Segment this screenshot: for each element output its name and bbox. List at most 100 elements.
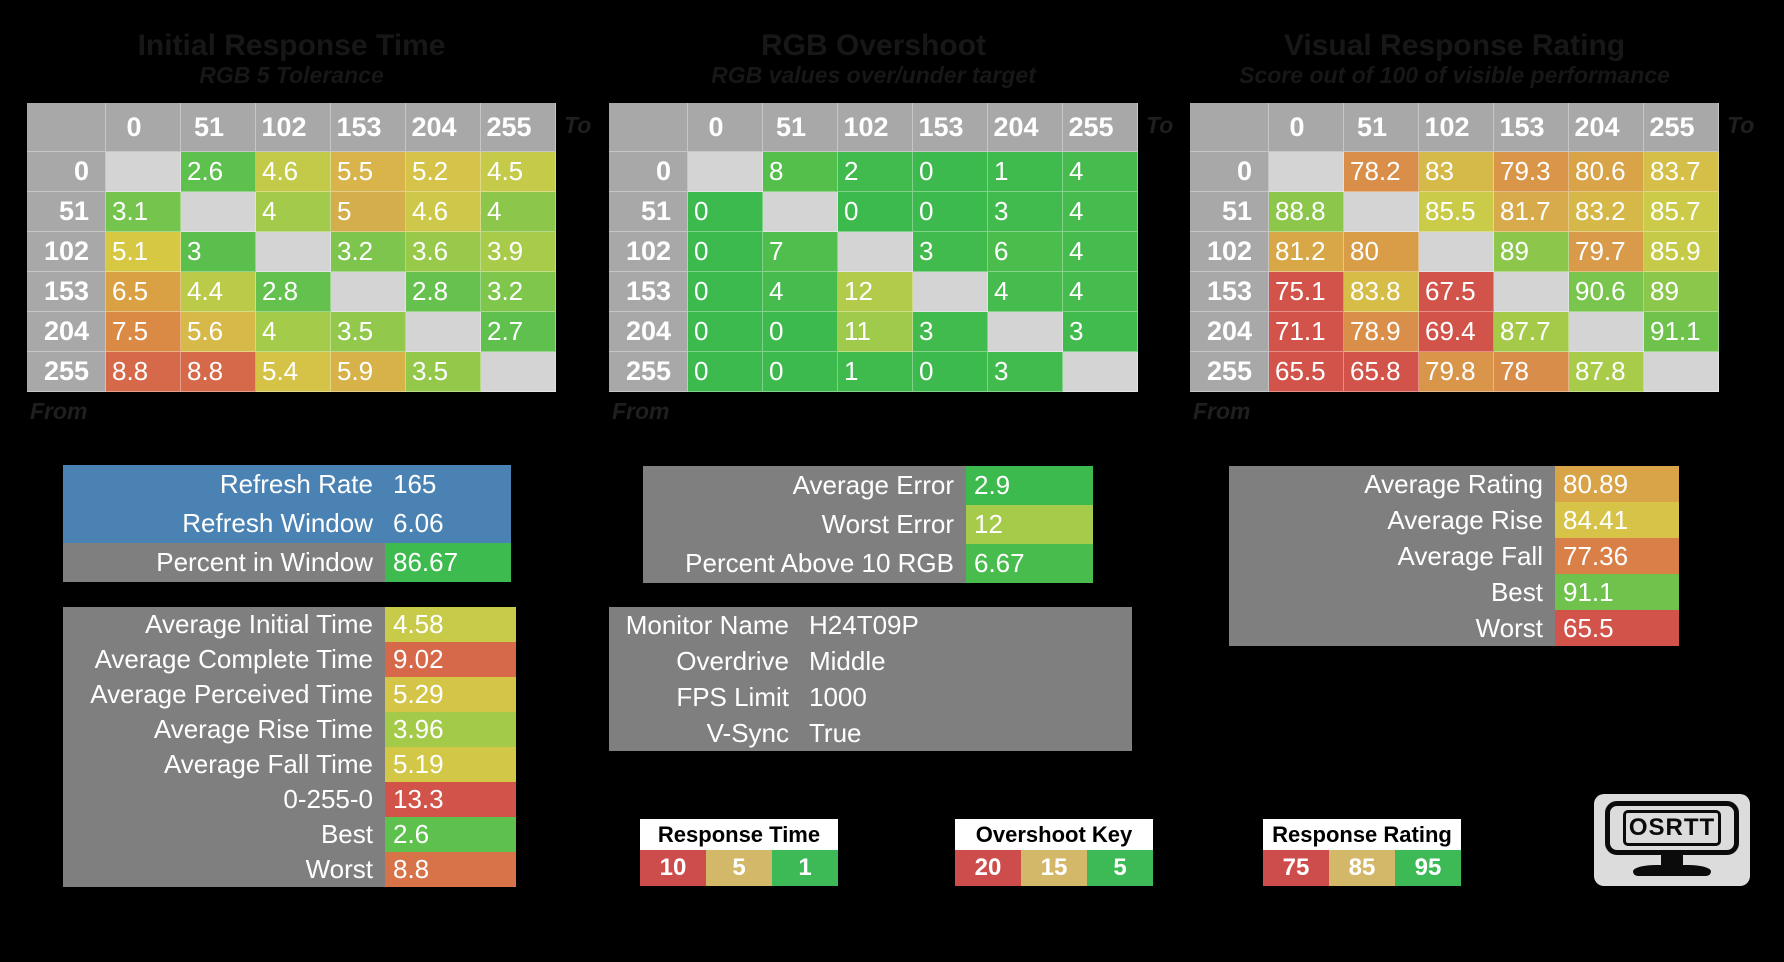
heatmap-cell: 87.8 [1569, 352, 1644, 392]
heatmap-cell: 85.5 [1419, 192, 1494, 232]
stat-label: Worst [1229, 610, 1555, 646]
heatmap-row-header: 255 [1190, 352, 1269, 392]
heatmap-cell: 0 [763, 352, 838, 392]
overshoot-key: Overshoot Key 20 15 5 [955, 819, 1153, 886]
heatmap-cell: 4.4 [181, 272, 256, 312]
stat-value: 4.58 [385, 607, 516, 642]
heatmap-cell: 78 [1494, 352, 1569, 392]
heatmap-cell: 79.3 [1494, 152, 1569, 192]
heatmap-row-header: 102 [27, 232, 106, 272]
overshoot-error-stats-block: Average Error 2.9 Worst Error 12 Percent Abo… [643, 466, 1093, 583]
section-title-rgb-overshoot: RGB Overshoot [760, 29, 987, 62]
heatmap-col-header: 255 [481, 103, 556, 152]
heatmap-cell: 5.6 [181, 312, 256, 352]
heatmap-col-header: 102 [838, 103, 913, 152]
heatmap-col-header: 255 [1644, 103, 1719, 152]
heatmap-cell: 2 [838, 152, 913, 192]
rating-stats-block: Average Rating 80.89 Average Rise 84.41 Aver… [1229, 466, 1679, 646]
heatmap-cell-diagonal [181, 192, 256, 232]
heatmap-cell: 0 [688, 312, 763, 352]
stat-label: Worst [63, 852, 385, 887]
heatmap-cell: 4 [256, 312, 331, 352]
heatmap-cell: 69.4 [1419, 312, 1494, 352]
stat-label: Monitor Name [609, 607, 801, 643]
stat-label: Average Complete Time [63, 642, 385, 677]
heatmap-cell: 65.8 [1344, 352, 1419, 392]
heatmap-cell-diagonal [1494, 272, 1569, 312]
heatmap-cell-diagonal [838, 232, 913, 272]
stat-row: Overdrive Middle [609, 643, 1132, 679]
stat-row: Monitor Name H24T09P [609, 607, 1132, 643]
stat-row: Worst Error 12 [643, 505, 1093, 544]
heatmap-corner-cell [609, 103, 688, 152]
heatmap-cell: 0 [688, 232, 763, 272]
heatmap-cell-diagonal [406, 312, 481, 352]
heatmap-cell: 78.2 [1344, 152, 1419, 192]
monitor-icon-stand [1661, 855, 1683, 865]
stat-label: Worst Error [643, 505, 966, 544]
stat-value: 77.36 [1555, 538, 1679, 574]
heatmap-rgb-overshoot: 0 51 102 153 204 255 0 8 2 0 1 4 51 0 0 0 3 4 102 0 7 3 6 4 153 0… [609, 103, 1138, 392]
heatmap-col-header: 153 [1494, 103, 1569, 152]
stat-row: Average Rise 84.41 [1229, 502, 1679, 538]
stat-row: FPS Limit 1000 [609, 679, 1132, 715]
stat-row: Worst 65.5 [1229, 610, 1679, 646]
heatmap-cell-diagonal [481, 352, 556, 392]
heatmap-cell: 85.7 [1644, 192, 1719, 232]
response-rating-key: Response Rating Key758595 [1263, 819, 1461, 886]
stat-label: Best [63, 817, 385, 852]
heatmap-col-header: 0 [1269, 103, 1344, 152]
timing-stats-block: Average Initial Time 4.58 Average Complete… [63, 607, 516, 887]
heatmap-cell-diagonal [688, 152, 763, 192]
axis-from-label: From [30, 398, 88, 424]
stat-row: Average Complete Time 9.02 [63, 642, 516, 677]
heatmap-cell: 0 [913, 192, 988, 232]
stat-value: 12 [966, 505, 1093, 544]
heatmap-cell: 79.8 [1419, 352, 1494, 392]
stat-value: Middle [801, 643, 1132, 679]
heatmap-col-header: 0 [106, 103, 181, 152]
heatmap-cell: 5.1 [106, 232, 181, 272]
stat-label: Average Perceived Time [63, 677, 385, 712]
section-title-initial-response-time: Initial Response Time [137, 29, 446, 62]
stat-label: Average Error [643, 466, 966, 505]
stat-label: Best [1229, 574, 1555, 610]
stat-label: Average Rating [1229, 466, 1555, 502]
key-cells: 10 5 1 [640, 850, 838, 886]
stat-row: Average Fall Time 5.19 [63, 747, 516, 782]
heatmap-cell: 8.8 [181, 352, 256, 392]
heatmap-cell: 3 [988, 192, 1063, 232]
heatmap-cell-diagonal [988, 312, 1063, 352]
heatmap-cell: 83.2 [1569, 192, 1644, 232]
heatmap-row-header: 153 [1190, 272, 1269, 312]
heatmap-cell: 91.1 [1644, 312, 1719, 352]
heatmap-row-header: 51 [1190, 192, 1269, 232]
heatmap-cell: 4 [256, 192, 331, 232]
heatmap-cell: 2.6 [181, 152, 256, 192]
heatmap-cell: 85.9 [1644, 232, 1719, 272]
heatmap-cell: 4.6 [256, 152, 331, 192]
heatmap-cell: 0 [763, 312, 838, 352]
key-title: Response Time Key [640, 819, 838, 878]
key-cell: 1 [772, 850, 838, 886]
heatmap-row-header: 0 [1190, 152, 1269, 192]
stat-row: Average Perceived Time 5.29 [63, 677, 516, 712]
stat-row: Refresh Window 6.06 [63, 504, 511, 543]
stat-value: 80.89 [1555, 466, 1679, 502]
heatmap-cell-diagonal [1344, 192, 1419, 232]
stat-value: 8.8 [385, 852, 516, 887]
heatmap-cell: 3 [913, 312, 988, 352]
section-subtitle-rgb-overshoot: RGB values over/under target [711, 62, 1036, 88]
heatmap-cell-diagonal [1269, 152, 1344, 192]
heatmap-cell: 2.8 [406, 272, 481, 312]
heatmap-cell: 3.9 [481, 232, 556, 272]
section-subtitle-initial-response-time: RGB 5 Tolerance [199, 62, 384, 88]
heatmap-cell: 4.5 [481, 152, 556, 192]
heatmap-cell: 1 [988, 152, 1063, 192]
stat-row: Best 2.6 [63, 817, 516, 852]
stat-label: Average Rise Time [63, 712, 385, 747]
stat-value: 13.3 [385, 782, 516, 817]
heatmap-cell: 4 [763, 272, 838, 312]
heatmap-cell: 88.8 [1269, 192, 1344, 232]
axis-from-label: From [1193, 398, 1251, 424]
